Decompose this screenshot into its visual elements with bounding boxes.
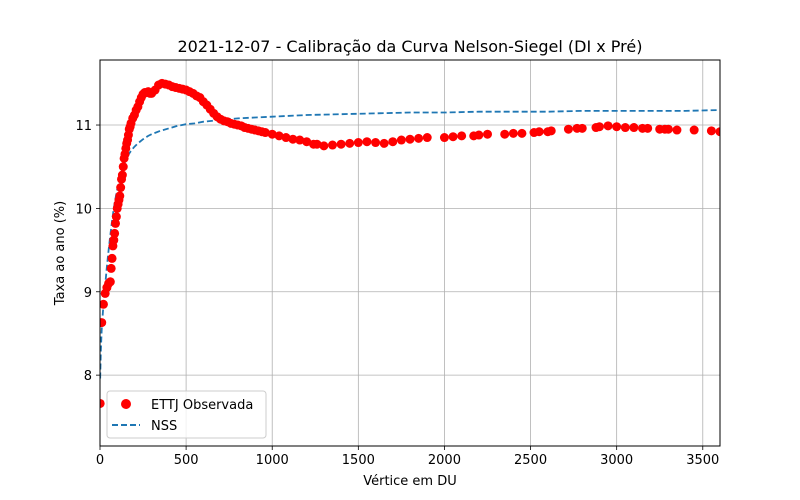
ettj-point <box>448 132 458 142</box>
ettj-point <box>111 218 120 228</box>
ettj-point <box>643 123 653 133</box>
plot-content <box>100 78 720 408</box>
ettj-point <box>109 235 119 245</box>
ettj-point <box>345 138 355 148</box>
ettj-point <box>396 135 406 145</box>
ettj-point <box>117 170 127 180</box>
ettj-point <box>577 123 587 133</box>
ettj-point <box>414 133 424 143</box>
ettj-point <box>110 228 120 238</box>
y-tick-label: 9 <box>84 286 92 301</box>
ettj-point <box>281 133 291 143</box>
x-tick-label: 0 <box>96 453 104 468</box>
ettj-point <box>534 127 544 137</box>
plot-area <box>100 78 720 408</box>
y-tick-label: 8 <box>84 369 92 384</box>
ettj-point <box>362 137 372 147</box>
ettj-point <box>629 123 639 133</box>
ettj-point <box>706 126 716 136</box>
x-tick-label: 1000 <box>256 453 289 468</box>
x-axis-label: Vértice em DU <box>363 474 457 489</box>
y-axis: 8 9 10 11 <box>75 119 100 384</box>
ettj-point <box>100 318 107 328</box>
y-axis-label: Taxa ao ano (%) <box>53 201 68 306</box>
x-tick-label: 3500 <box>686 453 719 468</box>
ettj-point <box>672 125 682 135</box>
ettj-point <box>105 277 115 287</box>
ettj-point <box>388 137 398 147</box>
ettj-point <box>274 131 284 141</box>
ettj-point <box>302 137 312 147</box>
x-tick-label: 500 <box>174 453 199 468</box>
ettj-point <box>612 122 622 132</box>
x-tick-label: 2500 <box>514 453 547 468</box>
ettj-point <box>336 139 346 149</box>
ettj-point <box>500 129 510 139</box>
ettj-point <box>620 123 630 133</box>
y-tick-label: 10 <box>75 202 92 217</box>
x-tick-label: 3000 <box>600 453 633 468</box>
ettj-point <box>115 191 125 201</box>
ettj-point <box>312 139 322 149</box>
plot-frame <box>99 59 721 447</box>
ettj-point <box>267 129 277 139</box>
x-tick-label: 2000 <box>428 453 461 468</box>
ettj-point <box>508 128 518 138</box>
ettj-point <box>111 212 121 222</box>
ettj-point <box>457 131 467 141</box>
ettj-point <box>379 138 389 148</box>
ettj-point <box>353 138 363 148</box>
ettj-point <box>288 134 298 144</box>
legend-box <box>106 390 267 439</box>
ettj-point <box>371 138 381 148</box>
x-axis: 0 500 1000 1500 2000 2500 3000 3500 <box>96 446 719 468</box>
y-tick-label: 11 <box>75 119 92 134</box>
ettj-point <box>100 398 105 408</box>
legend: ETTJ Observada NSS <box>106 390 267 439</box>
ettj-point <box>439 133 449 143</box>
legend-label-nss: NSS <box>151 419 177 434</box>
ettj-point <box>118 162 128 172</box>
ettj-point <box>328 140 337 150</box>
ettj-point <box>546 126 556 136</box>
ettj-point <box>100 299 108 309</box>
x-tick-label: 1500 <box>342 453 375 468</box>
legend-marker-ettj <box>121 399 131 409</box>
ettj-point <box>563 124 573 134</box>
ettj-point <box>474 130 484 140</box>
ettj-point <box>116 183 126 193</box>
ettj-point <box>405 134 415 144</box>
ettj-point <box>517 128 527 138</box>
ettj-point <box>603 121 613 131</box>
legend-label-ettj: ETTJ Observada <box>151 398 253 413</box>
chart-title: 2021-12-07 - Calibração da Curva Nelson-… <box>178 37 643 56</box>
ettj-point <box>106 263 116 273</box>
ettj-point <box>319 141 329 151</box>
ettj-point <box>689 125 699 135</box>
ettj-point <box>594 122 604 132</box>
grid <box>99 60 720 446</box>
ettj-point <box>107 253 117 263</box>
ettj-point <box>715 127 720 137</box>
ettj-point <box>483 129 492 139</box>
ettj-point <box>663 124 673 134</box>
ettj-point <box>422 133 432 143</box>
ettj-point <box>295 135 305 145</box>
ettj-point <box>260 128 270 138</box>
